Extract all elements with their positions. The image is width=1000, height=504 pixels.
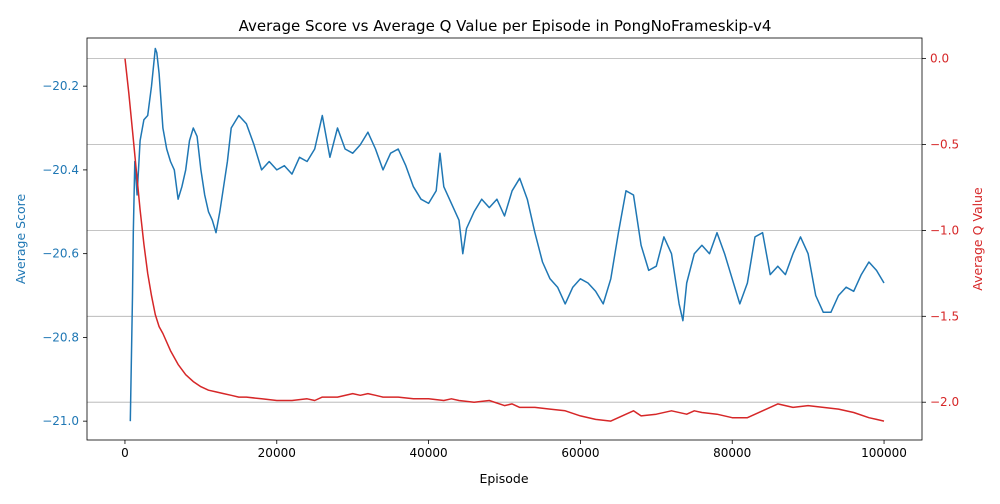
y-left-tick-label: −20.4 <box>42 163 79 177</box>
y-axis-left: −21.0 −20.8 −20.6 −20.4 −20.2 <box>42 79 87 428</box>
x-tick-label: 80000 <box>713 446 751 460</box>
series-layer <box>124 47 885 422</box>
y-axis-left-label: Average Score <box>13 194 28 285</box>
y-axis-right-label: Average Q Value <box>970 187 985 291</box>
series-line-average-score <box>129 47 885 422</box>
x-axis-label: Episode <box>479 471 528 486</box>
plot-frame <box>86 37 923 441</box>
grid-lines <box>87 58 922 403</box>
y-right-tick-label: −1.5 <box>930 309 959 323</box>
y-left-tick-label: −21.0 <box>42 414 79 428</box>
y-axis-right: −2.0 −1.5 −1.0 −0.5 0.0 <box>922 52 959 409</box>
y-left-tick-label: −20.2 <box>42 79 79 93</box>
y-left-tick-label: −20.8 <box>42 330 79 344</box>
x-tick-label: 40000 <box>409 446 447 460</box>
y-right-tick-label: 0.0 <box>930 52 949 66</box>
chart-title: Average Score vs Average Q Value per Epi… <box>239 17 772 35</box>
y-right-tick-label: −2.0 <box>930 395 959 409</box>
y-right-tick-label: −0.5 <box>930 138 959 152</box>
x-tick-label: 60000 <box>561 446 599 460</box>
y-left-tick-label: −20.6 <box>42 247 79 261</box>
x-tick-label: 0 <box>121 446 129 460</box>
x-tick-label: 20000 <box>258 446 296 460</box>
x-tick-label: 100000 <box>861 446 907 460</box>
series-line-average-q-value <box>124 58 885 422</box>
y-right-tick-label: −1.0 <box>930 223 959 237</box>
x-axis: 0 20000 40000 60000 80000 100000 <box>121 440 907 460</box>
